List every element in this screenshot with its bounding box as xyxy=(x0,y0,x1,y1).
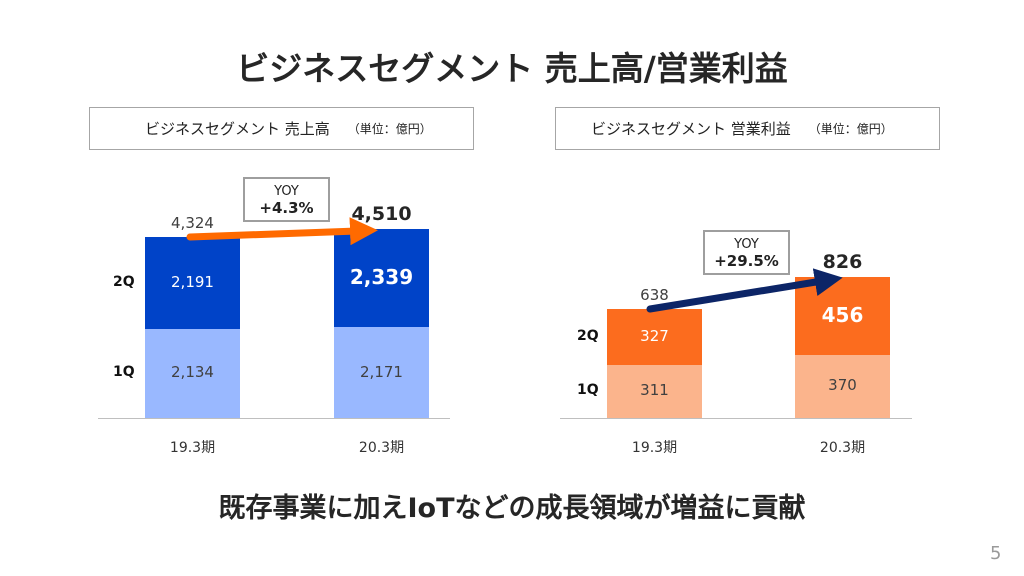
profit-bar-2q-1 xyxy=(607,308,702,365)
profit-value-label: 327 xyxy=(640,326,669,345)
sales-yoy-label: YOY xyxy=(274,184,299,199)
sales-value-label: 2,134 xyxy=(171,363,214,382)
profit-yoy-value: +29.5% xyxy=(714,252,779,270)
sales-chart-title: ビジネスセグメント 売上高 xyxy=(145,120,330,138)
sales-bar-1q-2 xyxy=(334,327,429,418)
sales-x-tick-label: 19.3期 xyxy=(169,440,216,456)
sales-chart-header: ビジネスセグメント 売上高 （単位：億円） xyxy=(89,107,474,150)
sales-bar-1q-1 xyxy=(145,328,240,418)
profit-chart-title: ビジネスセグメント 営業利益 xyxy=(591,120,791,138)
sales-x-tick-label: 20.3期 xyxy=(358,440,405,456)
sales-yoy-value: +4.3% xyxy=(259,199,314,217)
profit-yoy-label: YOY xyxy=(734,237,759,252)
sales-yoy-arrow xyxy=(186,217,378,246)
sales-value-label: 2,191 xyxy=(171,272,214,291)
profit-total-label: 638 xyxy=(640,285,669,304)
profit-yoy-box: YOY +29.5% xyxy=(703,230,790,275)
profit-value-label: 311 xyxy=(640,381,669,400)
sales-value-label: 2,339 xyxy=(349,265,414,290)
profit-x-tick-label: 20.3期 xyxy=(819,440,866,456)
profit-value-label: 370 xyxy=(828,376,857,395)
slide-title: ビジネスセグメント 売上高/営業利益 xyxy=(236,49,788,88)
sales-yoy-box: YOY +4.3% xyxy=(243,177,330,222)
sales-bar-2q-1 xyxy=(145,236,240,329)
sales-bar-2q-2 xyxy=(334,229,429,328)
profit-quarter-label: 2Q xyxy=(577,327,599,344)
sales-total-label: 4,324 xyxy=(171,213,214,232)
profit-bar-1q-2 xyxy=(795,354,890,418)
profit-value-label: 456 xyxy=(821,302,864,327)
sales-quarter-label: 2Q xyxy=(113,273,135,290)
footer-message: 既存事業に加えIoTなどの成長領域が増益に貢献 xyxy=(218,493,806,524)
profit-chart-unit: （単位：億円） xyxy=(808,122,893,136)
sales-quarter-label: 1Q xyxy=(113,364,135,381)
profit-chart-header: ビジネスセグメント 営業利益 （単位：億円） xyxy=(555,107,940,150)
profit-total-label: 826 xyxy=(822,250,863,273)
page-number: 5 xyxy=(990,543,1002,564)
profit-quarter-label: 1Q xyxy=(577,382,599,399)
profit-yoy-arrow xyxy=(646,268,843,313)
sales-chart-unit: （単位：億円） xyxy=(347,122,432,136)
sales-chart-axis xyxy=(98,418,450,419)
sales-value-label: 2,171 xyxy=(360,362,403,381)
profit-bar-1q-1 xyxy=(607,364,702,418)
profit-chart-axis xyxy=(560,418,912,419)
profit-x-tick-label: 19.3期 xyxy=(631,440,678,456)
